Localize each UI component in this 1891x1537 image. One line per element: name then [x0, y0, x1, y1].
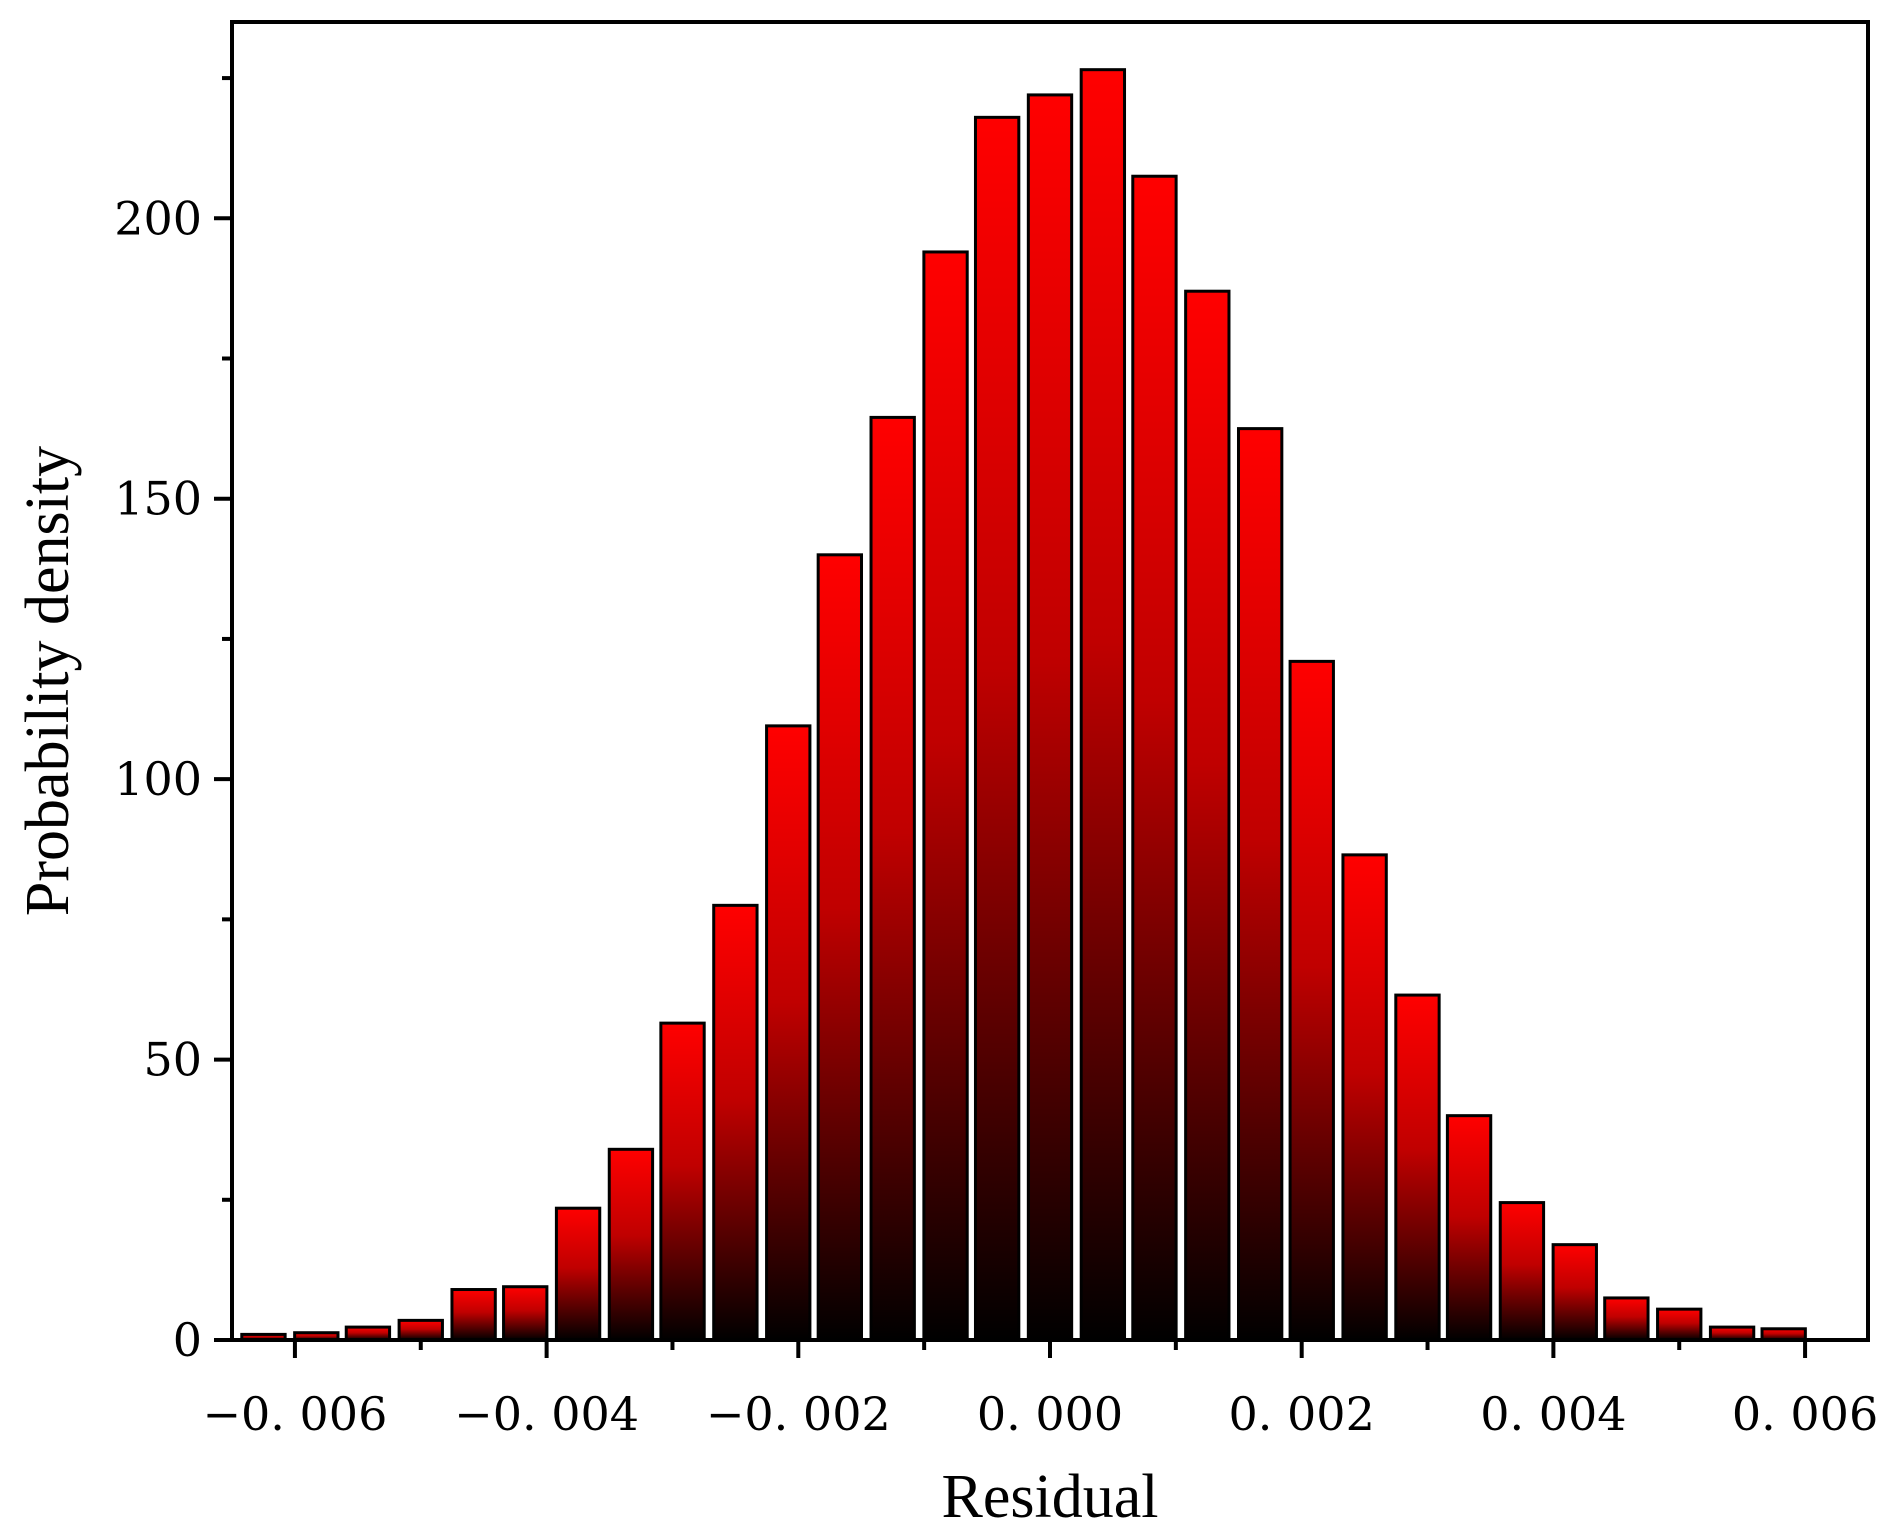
x-tick-label: 0. 004	[1480, 1387, 1626, 1441]
y-axis: 0 50 100 150 200	[114, 76, 232, 1367]
histogram-bar	[869, 415, 916, 1342]
histogram-bar	[502, 1285, 549, 1342]
histogram-bar	[712, 903, 759, 1342]
y-axis-label: Probability density	[14, 446, 82, 916]
histogram-bar	[1498, 1201, 1546, 1342]
x-tick-label: 0. 006	[1732, 1387, 1878, 1441]
histogram-bar	[816, 553, 864, 1342]
y-tick-label: 50	[143, 1033, 202, 1087]
x-tick-label: −0. 002	[706, 1387, 891, 1441]
y-tick-label: 150	[114, 472, 202, 526]
histogram-bar	[450, 1288, 497, 1342]
histogram-bar	[607, 1147, 655, 1342]
y-tick-label: 0	[173, 1313, 202, 1367]
histogram-bar	[554, 1206, 602, 1342]
x-tick-label: −0. 006	[202, 1387, 387, 1441]
histogram-bar	[1341, 853, 1388, 1342]
x-tick-label: 0. 002	[1229, 1387, 1375, 1441]
x-tick-label: 0. 000	[977, 1387, 1123, 1441]
histogram-bar	[1026, 93, 1074, 1342]
histogram-bar	[1551, 1243, 1598, 1342]
histogram-bar	[1603, 1296, 1650, 1342]
histogram-bar	[1394, 993, 1441, 1342]
y-tick-label: 200	[114, 191, 202, 245]
histogram-bar	[1288, 659, 1335, 1342]
x-axis-label: Residual	[942, 1463, 1159, 1531]
histogram-bar	[765, 724, 812, 1342]
histogram-bar	[1079, 68, 1127, 1342]
histogram-bar	[659, 1021, 706, 1342]
x-axis: −0. 006 −0. 004 −0. 002 0. 000 0. 002 0. 004 0…	[202, 1340, 1878, 1441]
histogram-bar	[1445, 1114, 1493, 1342]
bars-group	[240, 68, 1807, 1342]
histogram-bar	[973, 115, 1021, 1342]
histogram-bar	[1656, 1307, 1703, 1342]
y-tick-label: 100	[114, 752, 202, 806]
histogram-bar	[1236, 427, 1284, 1342]
x-tick-label: −0. 004	[454, 1387, 639, 1441]
histogram-bar	[922, 250, 969, 1342]
histogram-bar	[397, 1318, 444, 1342]
histogram-bar	[1184, 289, 1231, 1342]
histogram-bar	[1131, 174, 1178, 1342]
